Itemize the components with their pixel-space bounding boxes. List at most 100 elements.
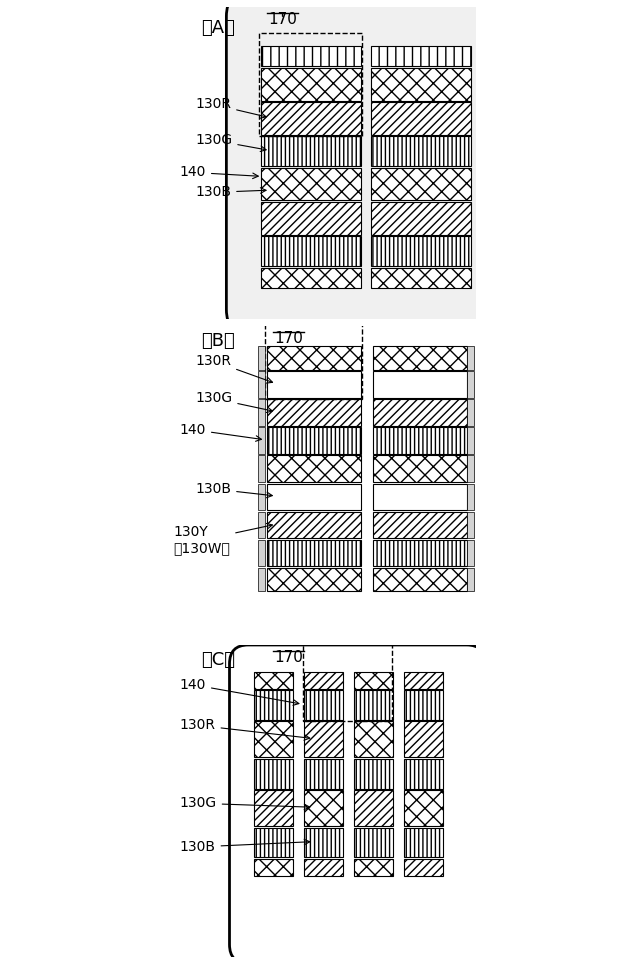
Bar [404, 759, 444, 789]
Bar [404, 721, 444, 758]
Bar [467, 455, 474, 482]
Text: 130B: 130B [180, 840, 310, 854]
Bar [373, 427, 467, 454]
Bar [257, 540, 266, 566]
Text: 170: 170 [275, 331, 303, 346]
Bar [371, 236, 471, 266]
Text: 130R: 130R [195, 97, 266, 119]
Bar [260, 268, 360, 288]
Bar [260, 102, 360, 135]
Bar [257, 399, 266, 426]
Bar [404, 859, 444, 876]
Bar [305, 790, 344, 826]
Bar [373, 512, 467, 538]
Text: （B）: （B） [202, 333, 235, 350]
Bar [404, 827, 444, 857]
Bar [267, 484, 360, 510]
Bar [267, 455, 360, 482]
Bar [305, 859, 344, 876]
Bar [371, 102, 471, 135]
Bar [355, 827, 394, 857]
Bar [257, 427, 266, 454]
Text: 130R: 130R [180, 718, 310, 740]
Bar [267, 399, 360, 426]
Bar [467, 568, 474, 591]
Bar [305, 690, 344, 720]
Bar [255, 790, 294, 826]
Bar [257, 371, 266, 398]
Text: 140: 140 [180, 166, 259, 179]
Bar [267, 371, 360, 398]
Bar [267, 346, 360, 369]
Bar [371, 202, 471, 235]
Bar [373, 371, 467, 398]
Bar [355, 672, 394, 688]
Text: 130G: 130G [195, 391, 273, 413]
Bar [371, 168, 471, 201]
Text: 170: 170 [275, 650, 303, 664]
Bar [267, 540, 360, 566]
Bar [373, 568, 467, 591]
Text: 130G: 130G [180, 796, 310, 811]
Bar [373, 346, 467, 369]
Bar [404, 690, 444, 720]
Bar [373, 540, 467, 566]
Bar [305, 827, 344, 857]
Bar [467, 484, 474, 510]
Text: 130G: 130G [195, 133, 266, 151]
Bar [255, 690, 294, 720]
Text: 130B: 130B [195, 482, 272, 497]
Bar [467, 540, 474, 566]
Bar [355, 859, 394, 876]
Bar [373, 484, 467, 510]
Text: 130B: 130B [195, 185, 266, 200]
Bar [259, 34, 362, 137]
Bar [260, 168, 360, 201]
Bar [260, 137, 360, 166]
Bar [355, 721, 394, 758]
Bar [267, 512, 360, 538]
Bar [267, 427, 360, 454]
Bar [373, 455, 467, 482]
Bar [257, 512, 266, 538]
Bar [305, 672, 344, 688]
Bar [257, 346, 266, 369]
Text: （C）: （C） [202, 652, 236, 669]
Bar [467, 399, 474, 426]
Bar [255, 759, 294, 789]
Bar [371, 46, 471, 67]
Bar [404, 790, 444, 826]
Bar [255, 859, 294, 876]
Bar [267, 568, 360, 591]
Text: 130R: 130R [195, 354, 273, 383]
Bar [257, 484, 266, 510]
Bar [260, 46, 360, 67]
Bar [404, 672, 444, 688]
Bar [467, 346, 474, 369]
Bar [355, 790, 394, 826]
Text: 140: 140 [180, 678, 299, 706]
Bar [371, 268, 471, 288]
Bar [303, 581, 392, 721]
Bar [255, 827, 294, 857]
Bar [255, 672, 294, 688]
Bar [467, 427, 474, 454]
Text: 130Y
（130W）: 130Y （130W） [173, 523, 273, 555]
Bar [373, 399, 467, 426]
Bar [257, 568, 266, 591]
Bar [255, 721, 294, 758]
Bar [305, 759, 344, 789]
Bar [266, 255, 362, 399]
Text: （A）: （A） [202, 19, 236, 38]
Bar [257, 455, 266, 482]
Text: 170: 170 [268, 12, 297, 27]
Bar [371, 67, 471, 100]
Text: 140: 140 [180, 422, 261, 442]
Bar [355, 690, 394, 720]
Bar [260, 236, 360, 266]
Bar [305, 721, 344, 758]
Bar [467, 512, 474, 538]
Bar [260, 202, 360, 235]
FancyBboxPatch shape [227, 0, 488, 335]
Bar [260, 67, 360, 100]
